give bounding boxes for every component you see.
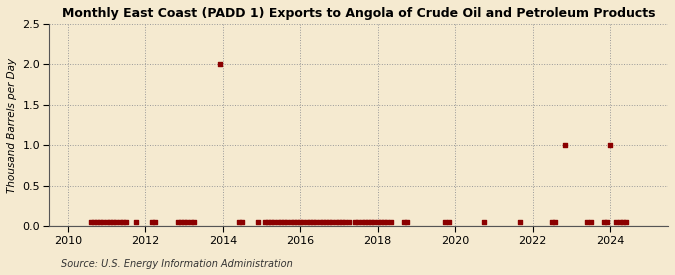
Point (614, 220, 625, 225)
Point (282, 220, 293, 225)
Point (292, 220, 302, 225)
Point (88, 220, 99, 225)
Point (560, 143, 570, 148)
Point (188, 220, 199, 225)
Point (362, 220, 373, 225)
Point (301, 220, 312, 225)
Point (98, 220, 109, 225)
Point (333, 220, 344, 225)
Point (344, 220, 354, 225)
Point (369, 220, 380, 225)
Point (95, 220, 105, 225)
Point (382, 220, 393, 225)
Point (585, 220, 596, 225)
Point (547, 220, 558, 225)
Point (337, 220, 348, 225)
Point (172, 220, 183, 225)
Point (373, 220, 383, 225)
Point (259, 220, 270, 225)
Point (582, 220, 593, 225)
Point (108, 220, 119, 225)
Point (356, 220, 367, 225)
Point (479, 220, 489, 225)
Point (314, 220, 325, 225)
Point (308, 220, 319, 225)
Point (105, 220, 115, 225)
Point (385, 220, 396, 225)
Point (121, 220, 132, 225)
Point (146, 220, 157, 225)
Point (605, 143, 616, 148)
Point (272, 220, 283, 225)
Point (182, 220, 192, 225)
Point (237, 220, 248, 225)
Point (111, 220, 122, 225)
Point (253, 220, 264, 225)
Point (266, 220, 277, 225)
Point (150, 220, 161, 225)
Point (330, 220, 341, 225)
Point (275, 220, 286, 225)
Point (375, 220, 386, 225)
Point (350, 220, 360, 225)
Point (324, 220, 335, 225)
Point (601, 220, 612, 225)
Point (398, 220, 409, 225)
Point (611, 220, 622, 225)
Point (327, 220, 338, 225)
Point (549, 220, 560, 225)
Point (359, 220, 370, 225)
Point (130, 220, 141, 225)
Point (321, 220, 331, 225)
Point (101, 220, 112, 225)
Point (185, 220, 196, 225)
Point (295, 220, 306, 225)
Point (263, 220, 273, 225)
Point (311, 220, 322, 225)
Point (618, 220, 628, 225)
Point (379, 220, 389, 225)
Point (85, 220, 96, 225)
Point (402, 220, 412, 225)
Point (176, 220, 186, 225)
Point (114, 220, 125, 225)
Point (514, 220, 525, 225)
Point (298, 220, 309, 225)
Point (304, 220, 315, 225)
Point (621, 220, 632, 225)
Point (288, 220, 299, 225)
Point (598, 220, 609, 225)
Point (279, 220, 290, 225)
Point (440, 220, 451, 225)
Y-axis label: Thousand Barrels per Day: Thousand Barrels per Day (7, 57, 17, 193)
Point (443, 220, 454, 225)
Point (340, 220, 351, 225)
Text: Source: U.S. Energy Information Administration: Source: U.S. Energy Information Administ… (61, 259, 292, 269)
Point (234, 220, 244, 225)
Point (214, 62, 225, 67)
Point (92, 220, 103, 225)
Point (317, 220, 328, 225)
Point (366, 220, 377, 225)
Point (269, 220, 280, 225)
Point (285, 220, 296, 225)
Point (353, 220, 364, 225)
Point (117, 220, 128, 225)
Title: Monthly East Coast (PADD 1) Exports to Angola of Crude Oil and Petroleum Product: Monthly East Coast (PADD 1) Exports to A… (61, 7, 655, 20)
Point (179, 220, 190, 225)
